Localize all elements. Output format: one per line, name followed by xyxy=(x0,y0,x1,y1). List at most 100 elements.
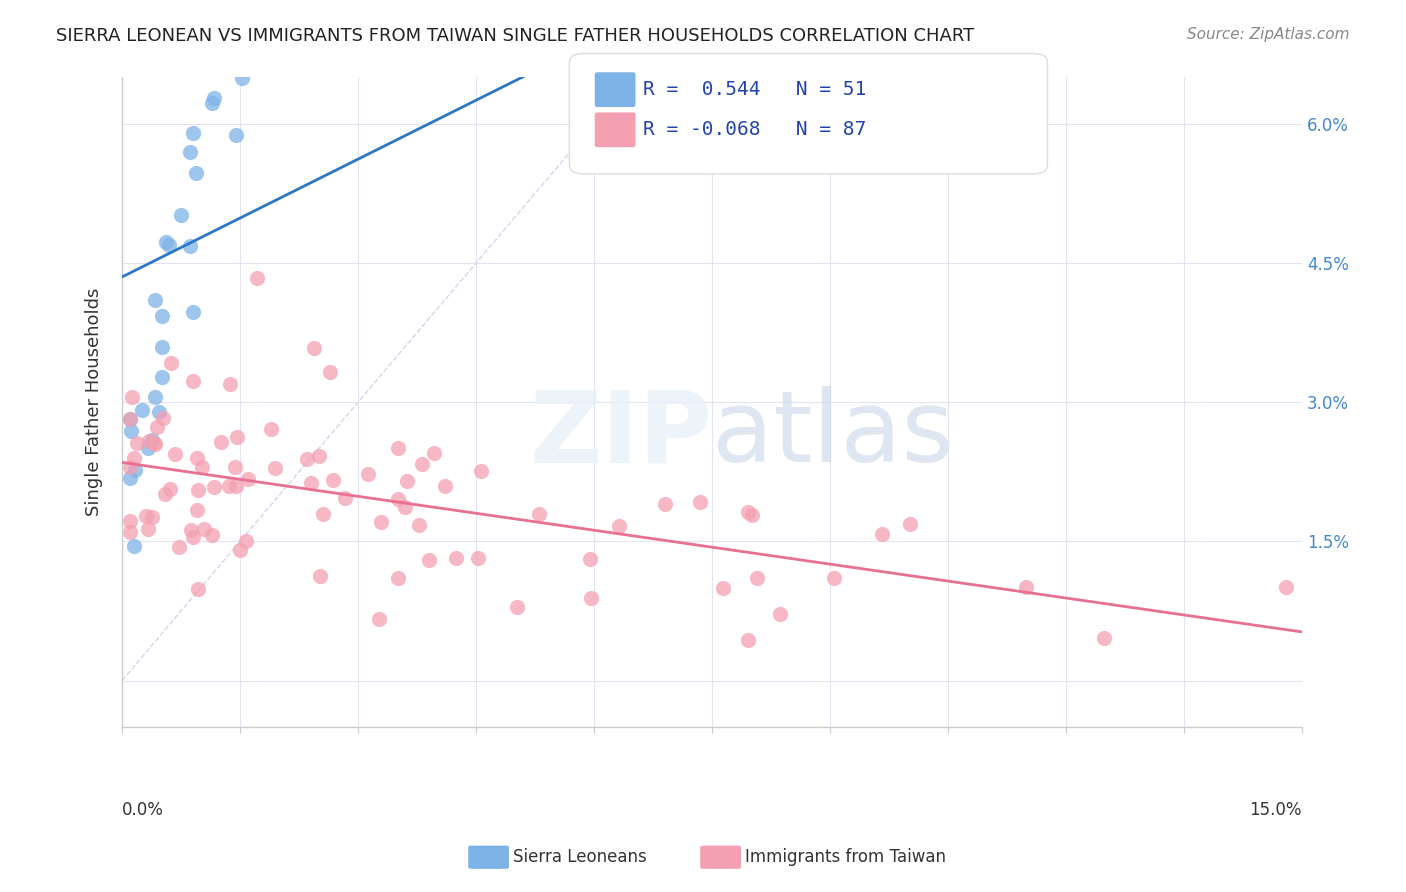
Point xyxy=(118,515,141,529)
Text: Sierra Leoneans: Sierra Leoneans xyxy=(513,848,647,866)
Point xyxy=(125,436,148,450)
Point xyxy=(579,551,602,566)
Point xyxy=(711,581,734,595)
Point xyxy=(153,487,176,501)
Point xyxy=(121,390,143,404)
Point xyxy=(218,376,240,391)
Point xyxy=(773,61,796,75)
Point xyxy=(181,530,204,544)
Point xyxy=(159,356,181,370)
Text: Source: ZipAtlas.com: Source: ZipAtlas.com xyxy=(1187,27,1350,42)
Point xyxy=(654,497,676,511)
Point xyxy=(422,446,444,460)
Point xyxy=(225,479,247,493)
Point xyxy=(287,61,309,75)
Point xyxy=(357,467,380,482)
Point xyxy=(150,369,173,384)
Point xyxy=(299,476,322,491)
Point xyxy=(187,483,209,497)
Point xyxy=(122,450,145,465)
Point xyxy=(367,612,389,626)
Point xyxy=(120,424,142,438)
Point xyxy=(146,420,169,434)
Point xyxy=(411,458,433,472)
Point xyxy=(408,517,430,532)
Point xyxy=(135,508,157,523)
Point xyxy=(201,95,224,110)
Point xyxy=(260,422,283,436)
Point xyxy=(163,447,186,461)
Point xyxy=(118,460,141,475)
Point xyxy=(1014,580,1036,594)
Point xyxy=(235,533,257,548)
Point xyxy=(506,61,529,75)
Point xyxy=(1092,631,1115,645)
Point xyxy=(118,411,141,425)
Point xyxy=(737,506,759,520)
Point xyxy=(898,516,921,531)
Point xyxy=(202,480,225,494)
Point xyxy=(436,61,458,75)
Point xyxy=(434,479,457,493)
Point xyxy=(254,61,277,75)
Point xyxy=(191,459,214,474)
Point xyxy=(297,61,319,75)
Point xyxy=(143,435,166,450)
Point xyxy=(118,471,141,485)
Text: R =  0.544   N = 51: R = 0.544 N = 51 xyxy=(643,79,866,99)
Point xyxy=(463,61,485,75)
Point xyxy=(703,61,725,75)
Point xyxy=(145,293,167,307)
Point xyxy=(290,61,312,75)
Point xyxy=(312,507,335,521)
Text: 0.0%: 0.0% xyxy=(122,801,165,819)
Point xyxy=(209,435,232,450)
Point xyxy=(394,500,416,515)
Point xyxy=(747,571,769,585)
Point xyxy=(124,463,146,477)
Point xyxy=(183,305,205,319)
Point xyxy=(136,522,159,536)
Point xyxy=(337,61,360,75)
Point xyxy=(370,515,392,529)
Point xyxy=(470,464,492,478)
Text: 15.0%: 15.0% xyxy=(1250,801,1302,819)
Point xyxy=(150,341,173,355)
Point xyxy=(322,473,344,487)
Point xyxy=(150,309,173,323)
Point xyxy=(238,472,260,486)
Point xyxy=(246,270,269,285)
Point xyxy=(527,507,550,521)
Point xyxy=(797,61,820,75)
Point xyxy=(136,441,159,455)
Point xyxy=(184,166,207,180)
Point xyxy=(143,437,166,451)
Point xyxy=(157,238,180,252)
Text: Immigrants from Taiwan: Immigrants from Taiwan xyxy=(745,848,946,866)
Point xyxy=(186,451,208,466)
Point xyxy=(741,508,763,523)
Point xyxy=(131,403,153,417)
Point xyxy=(257,61,280,75)
Point xyxy=(769,607,792,621)
Point xyxy=(579,591,602,606)
Point xyxy=(308,569,330,583)
Point xyxy=(167,540,190,554)
Point xyxy=(180,524,202,538)
Point xyxy=(148,404,170,418)
Point xyxy=(193,522,215,536)
Point xyxy=(333,491,356,506)
Point xyxy=(141,509,163,524)
Point xyxy=(186,503,208,517)
Point xyxy=(737,633,759,648)
Point xyxy=(155,235,177,249)
Point xyxy=(187,582,209,597)
Point xyxy=(141,433,163,447)
Point xyxy=(583,61,606,75)
Point xyxy=(179,239,201,253)
Point xyxy=(181,374,204,388)
Point xyxy=(225,430,247,444)
Point xyxy=(607,519,630,533)
Text: ZIP: ZIP xyxy=(529,386,711,483)
Point xyxy=(319,365,342,379)
